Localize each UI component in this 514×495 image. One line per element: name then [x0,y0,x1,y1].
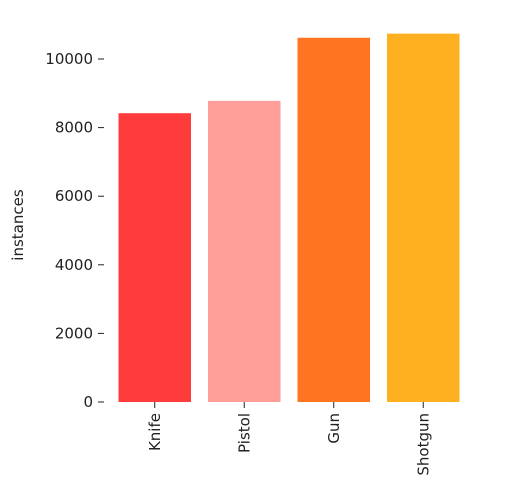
bar-knife [118,113,191,402]
bar-pistol [208,100,281,403]
bar-gun [297,37,370,402]
x-tick-label-knife: Knife [146,413,164,451]
y-tick-label: 6000 [55,187,93,205]
y-axis-label: instances [9,189,27,261]
bars [118,33,460,403]
y-tick-label: 2000 [55,324,93,342]
y-tick-label: 0 [83,393,93,411]
y-axis: 0 2000 4000 6000 8000 10000 [45,50,104,411]
y-tick-label: 4000 [55,256,93,274]
y-tick-label: 8000 [55,119,93,137]
x-tick-label-shotgun: Shotgun [414,413,432,476]
x-tick-label-gun: Gun [325,413,343,444]
x-tick-label-pistol: Pistol [235,413,253,453]
bar-shotgun [387,33,460,402]
x-axis: Knife Pistol Gun Shotgun [146,402,432,476]
y-tick-label: 10000 [45,50,93,68]
